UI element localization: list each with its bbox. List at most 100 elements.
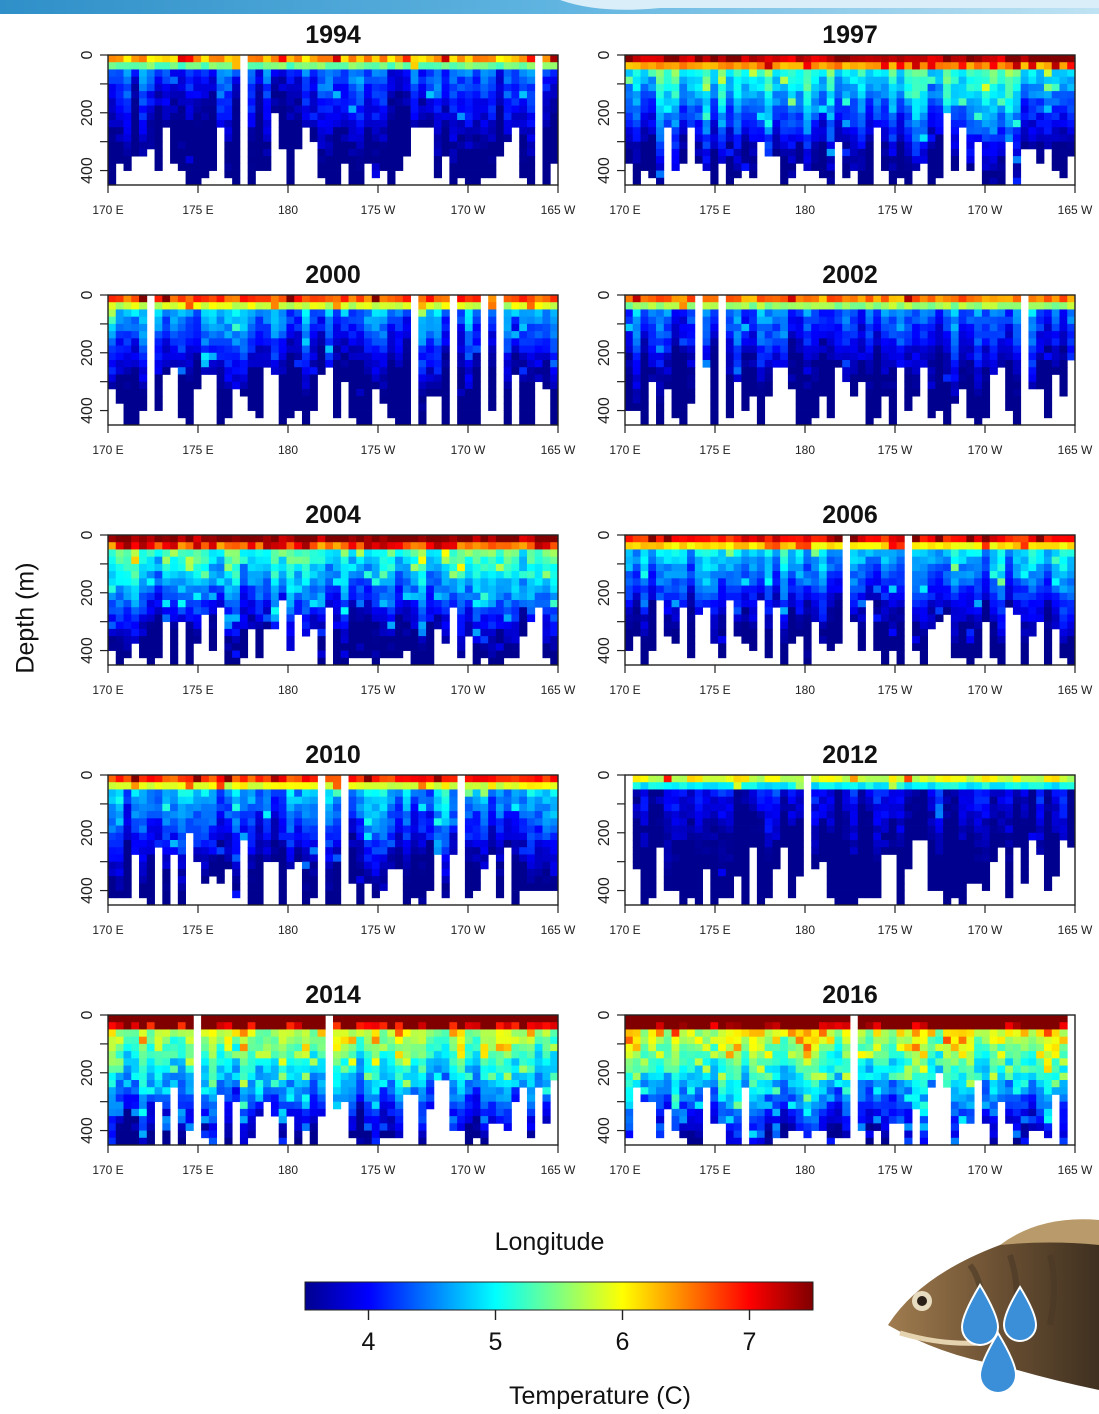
heatmap-cell [426,614,435,623]
x-tick-label: 175 E [699,203,730,217]
heatmap-cell [865,323,874,332]
heatmap-cell [640,76,649,85]
heatmap-cell [1051,302,1060,310]
heatmap-cell [733,62,742,70]
heatmap-cell [764,91,773,99]
heatmap-cell [503,316,512,325]
heatmap-cell [912,83,921,92]
heatmap-cell [865,91,874,99]
heatmap-cell [449,170,458,179]
heatmap-cell [803,388,812,397]
heatmap-cell [402,127,411,135]
heatmap-cell [402,338,411,346]
y-tick-label: 200 [79,99,96,126]
heatmap-cell [873,571,882,579]
heatmap-cell [1043,112,1053,121]
heatmap-cell [201,163,210,171]
heatmap-cell [286,352,295,361]
heatmap-cell [648,535,657,543]
heatmap-cell [780,69,789,78]
heatmap-cell [795,323,804,332]
heatmap-cell [935,105,944,114]
heatmap-cell [632,628,641,637]
heatmap-cell [811,600,820,608]
heatmap-cell [772,91,781,99]
heatmap-cell [741,309,750,318]
heatmap-cell [1028,367,1037,375]
heatmap-cell [857,323,866,332]
heatmap-cell [232,55,241,63]
heatmap-cell [356,352,365,361]
heatmap-cell [725,388,735,397]
heatmap-cell [208,62,218,70]
heatmap-cell [764,549,773,558]
heatmap-cell [756,396,766,404]
heatmap-cell [457,600,466,608]
heatmap-cell [193,309,202,318]
heatmap-cell [896,628,905,637]
heatmap-cell [232,98,241,106]
heatmap-cell [170,83,179,92]
heatmap-cell [379,650,388,659]
heatmap-cell [177,396,186,404]
heatmap-cell [371,563,380,572]
heatmap-cell [679,367,688,375]
heatmap-cell [550,156,559,164]
heatmap-cell [787,352,797,361]
heatmap-cell [348,55,357,63]
heatmap-cell [333,134,342,143]
heatmap-cell [625,542,634,550]
heatmap-cell [278,76,287,85]
heatmap-cell [710,76,719,85]
heatmap-cell [857,69,866,78]
heatmap-cell [162,295,171,303]
heatmap-cell [1059,388,1068,397]
heatmap-cell [410,69,419,78]
heatmap-cell [146,636,155,644]
heatmap-cell [542,134,551,143]
heatmap-cell [201,556,210,565]
heatmap-cell [426,592,435,601]
heatmap-cell [294,309,303,318]
heatmap-cell [974,352,983,361]
heatmap-cell [919,600,928,608]
heatmap-cell [201,112,210,121]
heatmap-cell [795,148,804,157]
heatmap-cell [511,535,520,543]
heatmap-cell [1051,331,1060,339]
heatmap-cell [115,83,124,92]
heatmap-cell [756,352,766,361]
heatmap-cell [348,600,357,608]
heatmap-cell [364,367,373,375]
heatmap-cell [826,163,835,171]
heatmap-cell [826,112,835,121]
heatmap-cell [687,352,696,361]
heatmap-cell [764,592,773,601]
heatmap-cell [294,403,303,411]
heatmap-cell [402,578,411,586]
heatmap-cell [966,112,975,121]
heatmap-cell [457,338,466,346]
heatmap-cell [333,323,342,332]
heatmap-cell [131,360,140,368]
heatmap-cell [679,535,688,543]
heatmap-cell [989,163,998,171]
heatmap-cell [550,91,559,99]
heatmap-cell [1036,91,1045,99]
heatmap-cell [356,69,365,78]
heatmap-cell [749,156,758,164]
heatmap-cell [488,578,497,586]
heatmap-cell [301,295,311,303]
heatmap-cell [663,302,672,310]
heatmap-cell [131,134,140,143]
heatmap-cell [402,120,411,128]
heatmap-cell [725,374,735,383]
heatmap-cell [115,592,124,601]
heatmap-cell [216,600,225,608]
heatmap-cell [710,636,719,644]
heatmap-cell [741,403,750,411]
heatmap-cell [912,105,921,114]
heatmap-cell [449,585,458,594]
heatmap-cell [224,76,233,85]
heatmap-cell [146,535,155,543]
